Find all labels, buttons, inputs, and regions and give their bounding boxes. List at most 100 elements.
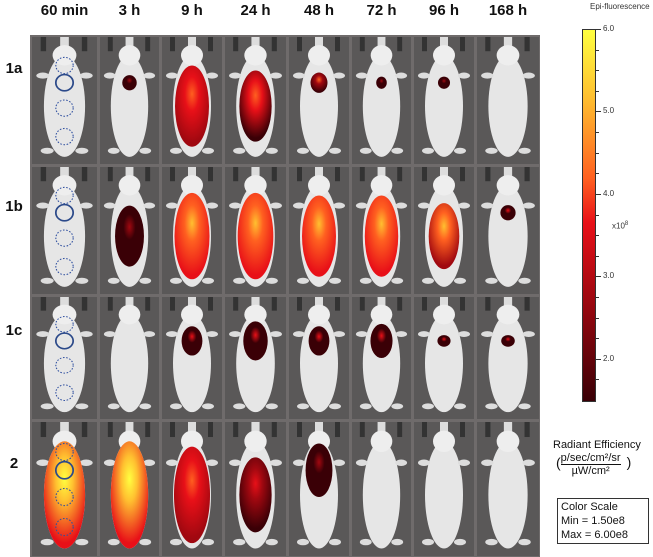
mouse-body bbox=[300, 55, 338, 157]
colorbar-minor-tick bbox=[596, 173, 599, 175]
row-label: 1a bbox=[5, 60, 23, 77]
color-scale-box: Color Scale Min = 1.50e8 Max = 6.00e8 bbox=[557, 498, 649, 544]
colorbar-minor-tick bbox=[596, 255, 599, 257]
mouse-image bbox=[32, 167, 97, 294]
mouse-image bbox=[289, 167, 349, 294]
mouse-body bbox=[43, 55, 86, 157]
mouse-image bbox=[100, 422, 159, 556]
colorbar bbox=[582, 29, 596, 402]
column-header: 168 h bbox=[488, 2, 528, 19]
row-label: 2 bbox=[9, 455, 19, 472]
colorbar-minor-tick bbox=[596, 317, 599, 319]
roi-circle bbox=[55, 357, 74, 374]
mouse-body bbox=[488, 185, 528, 287]
mouse-body bbox=[425, 441, 463, 549]
fluorescence-signal bbox=[175, 65, 209, 147]
fluorescence-signal bbox=[370, 323, 393, 358]
mouse-body bbox=[362, 441, 401, 549]
colorbar-minor-tick bbox=[596, 338, 599, 340]
mouse-image bbox=[225, 37, 286, 164]
mouse-image bbox=[477, 297, 539, 419]
mouse-image bbox=[225, 297, 286, 419]
mouse-image bbox=[162, 422, 222, 556]
column-header: 96 h bbox=[428, 2, 459, 19]
mouse-image bbox=[414, 167, 474, 294]
mouse-image bbox=[352, 167, 411, 294]
mouse-image bbox=[162, 37, 222, 164]
fluorescence-signal bbox=[305, 443, 333, 498]
mouse-image bbox=[289, 422, 349, 556]
colorbar-tick-label: 3.0 bbox=[603, 271, 615, 281]
image-grid bbox=[30, 35, 540, 557]
mouse-image bbox=[352, 422, 411, 556]
mouse-image bbox=[477, 37, 539, 164]
fluorescence-signal bbox=[115, 205, 144, 267]
mouse-image bbox=[414, 37, 474, 164]
colorbar-tick-label: 2.0 bbox=[603, 353, 615, 363]
colorbar-minor-tick bbox=[596, 235, 599, 237]
mouse-image bbox=[225, 167, 286, 294]
mouse-image bbox=[477, 422, 539, 556]
mouse-image bbox=[100, 167, 159, 294]
fluorescence-signal bbox=[376, 76, 387, 89]
fluorescence-signal bbox=[174, 192, 210, 280]
colorbar-tick-label: 4.0 bbox=[603, 188, 615, 198]
fluorescence-signal bbox=[173, 446, 211, 544]
colorbar-minor-tick bbox=[596, 214, 599, 216]
colorbar-minor-tick bbox=[596, 70, 599, 72]
mouse-body bbox=[488, 314, 528, 413]
color-scale-max: Max = 6.00e8 bbox=[561, 529, 628, 541]
column-header: 60 min bbox=[40, 2, 89, 19]
fluorescence-signal bbox=[122, 75, 137, 91]
unit-fraction: ( p/sec/cm²/sr µW/cm² ) bbox=[556, 452, 632, 477]
fluorescence-signal bbox=[243, 321, 268, 361]
mouse-image bbox=[414, 422, 474, 556]
mouse-body bbox=[43, 185, 86, 287]
mouse-image bbox=[162, 297, 222, 419]
roi-circle bbox=[54, 460, 75, 480]
fluorescence-signal bbox=[237, 192, 274, 280]
fluorescence-signal bbox=[364, 195, 399, 277]
fluorescence-signal bbox=[302, 195, 336, 277]
colorbar-minor-tick bbox=[596, 90, 599, 92]
color-scale-title: Color Scale bbox=[561, 501, 618, 513]
mouse-image bbox=[100, 37, 159, 164]
mouse-image bbox=[414, 297, 474, 419]
mouse-body bbox=[43, 314, 86, 413]
mouse-image bbox=[352, 37, 411, 164]
fluorescence-signal bbox=[239, 457, 272, 533]
fluorescence-signal bbox=[110, 441, 149, 549]
colorbar-minor-tick bbox=[596, 111, 599, 113]
mouse-body bbox=[488, 441, 528, 549]
roi-circle bbox=[55, 384, 74, 401]
fluorescence-signal bbox=[437, 335, 451, 347]
mouse-image bbox=[100, 297, 159, 419]
colorbar-minor-tick bbox=[596, 132, 599, 134]
mouse-image bbox=[225, 422, 286, 556]
color-scale-min: Min = 1.50e8 bbox=[561, 515, 625, 527]
fluorescence-signal bbox=[437, 76, 451, 89]
roi-circle bbox=[55, 517, 74, 537]
mouse-body bbox=[110, 55, 149, 157]
colorbar-tick-label: 5.0 bbox=[603, 106, 615, 116]
column-header: 48 h bbox=[303, 2, 334, 19]
roi-circle bbox=[54, 203, 75, 222]
roi-circle bbox=[55, 487, 74, 507]
colorbar-tick-label: 6.0 bbox=[603, 24, 615, 33]
roi-circle bbox=[55, 316, 74, 333]
mouse-body bbox=[425, 55, 463, 157]
colorbar-minor-tick bbox=[596, 296, 599, 298]
colorbar-minor-tick bbox=[596, 358, 599, 360]
mouse-image bbox=[32, 37, 97, 164]
multiplier-text: x10 bbox=[612, 221, 625, 231]
colorbar-multiplier: x108 bbox=[612, 221, 628, 231]
colorbar-minor-tick bbox=[596, 379, 599, 381]
roi-circle bbox=[54, 73, 75, 92]
colorbar-title: Epi-fluorescence bbox=[590, 2, 650, 11]
colorbar-minor-tick bbox=[596, 152, 599, 154]
colorbar-minor-tick bbox=[596, 276, 599, 278]
row-label: 1c bbox=[5, 322, 23, 339]
fluorescence-signal bbox=[500, 205, 516, 221]
fluorescence-signal bbox=[181, 326, 203, 356]
roi-circle bbox=[54, 332, 75, 350]
